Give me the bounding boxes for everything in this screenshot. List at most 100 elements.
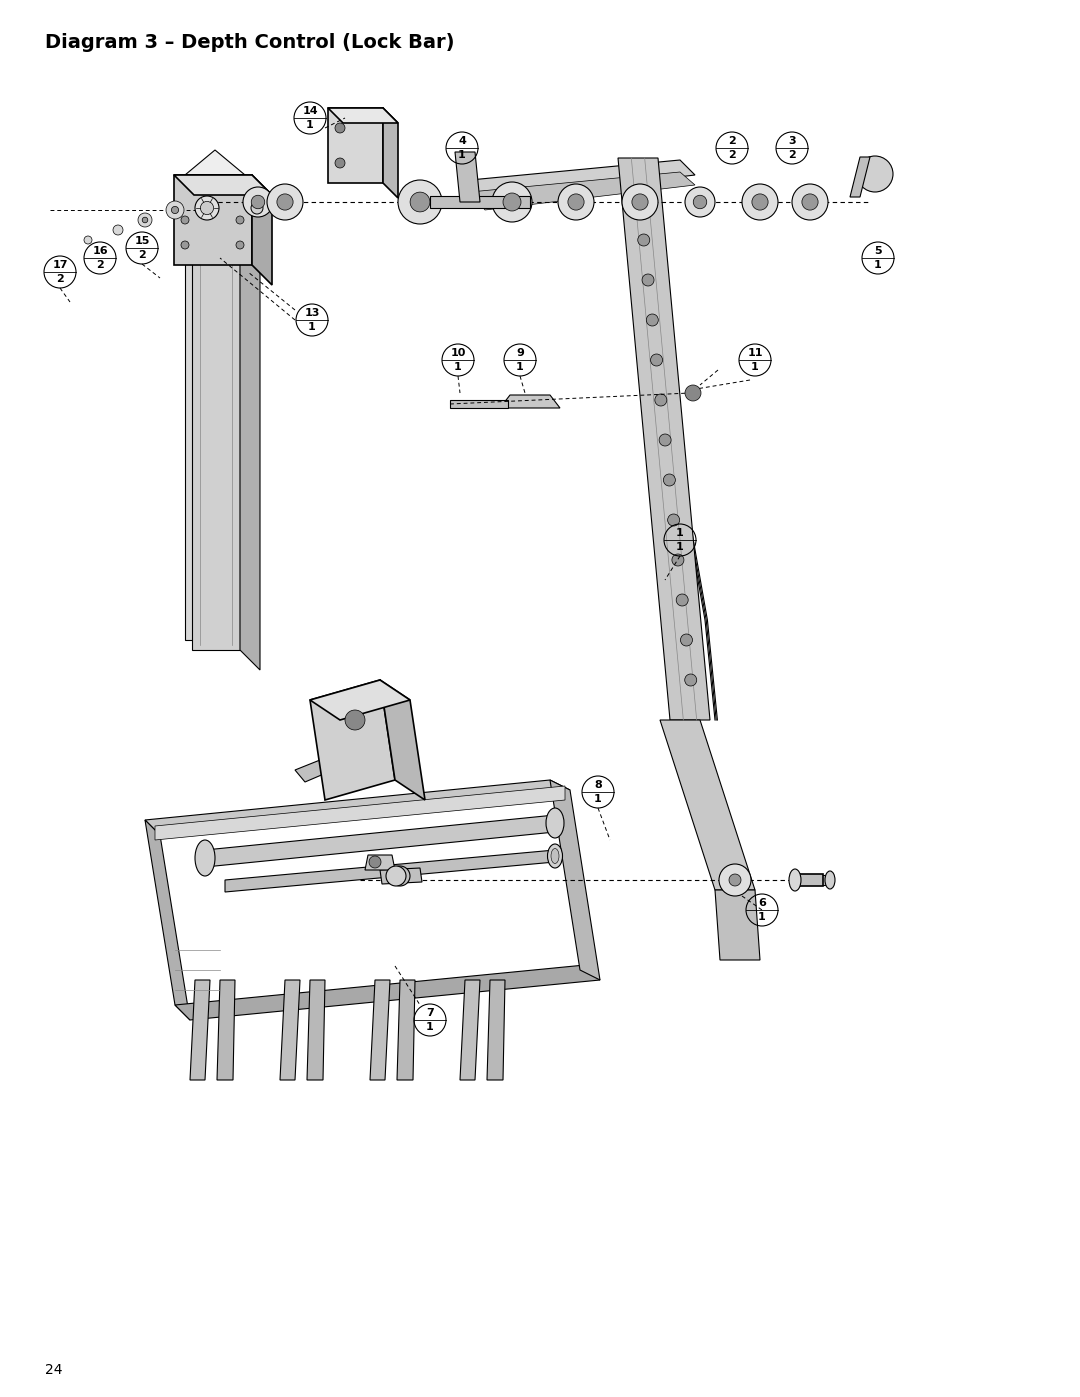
Circle shape <box>622 184 658 219</box>
Text: 1: 1 <box>308 323 315 332</box>
Polygon shape <box>793 875 823 886</box>
Polygon shape <box>430 196 530 208</box>
Circle shape <box>166 201 184 219</box>
Text: 1: 1 <box>516 362 524 372</box>
Polygon shape <box>328 108 383 183</box>
Circle shape <box>492 182 532 222</box>
Circle shape <box>558 184 594 219</box>
Text: 1: 1 <box>427 1023 434 1032</box>
Polygon shape <box>175 965 600 1020</box>
Polygon shape <box>192 175 240 650</box>
Polygon shape <box>240 175 260 671</box>
Circle shape <box>752 194 768 210</box>
Circle shape <box>801 194 819 210</box>
Polygon shape <box>383 108 399 198</box>
Polygon shape <box>460 981 480 1080</box>
Circle shape <box>685 386 701 401</box>
Circle shape <box>113 225 123 235</box>
Text: 1: 1 <box>454 362 462 372</box>
Circle shape <box>251 203 264 214</box>
Circle shape <box>646 314 659 326</box>
Circle shape <box>138 212 152 226</box>
Circle shape <box>267 184 303 219</box>
Text: 3: 3 <box>788 136 796 145</box>
Text: 2: 2 <box>138 250 146 260</box>
Circle shape <box>659 434 671 446</box>
Circle shape <box>201 201 214 215</box>
Polygon shape <box>800 875 831 886</box>
Text: 10: 10 <box>450 348 465 358</box>
Polygon shape <box>328 108 399 123</box>
Text: 1: 1 <box>874 260 882 270</box>
Circle shape <box>410 193 430 212</box>
Circle shape <box>237 217 244 224</box>
Circle shape <box>276 194 293 210</box>
Text: 2: 2 <box>788 151 796 161</box>
Polygon shape <box>185 149 245 175</box>
Text: 1: 1 <box>306 120 314 130</box>
Polygon shape <box>205 814 555 868</box>
Polygon shape <box>365 855 395 870</box>
Text: 4: 4 <box>458 136 465 145</box>
Circle shape <box>680 634 692 645</box>
Circle shape <box>172 207 178 214</box>
Text: 6: 6 <box>758 898 766 908</box>
Circle shape <box>84 236 92 244</box>
Circle shape <box>335 123 345 133</box>
Circle shape <box>693 196 706 208</box>
Circle shape <box>719 863 751 895</box>
Polygon shape <box>380 680 426 800</box>
Circle shape <box>729 875 741 886</box>
Circle shape <box>858 156 893 191</box>
Polygon shape <box>280 981 300 1080</box>
Circle shape <box>503 193 521 211</box>
Polygon shape <box>217 981 235 1080</box>
Text: 1: 1 <box>458 151 465 161</box>
Polygon shape <box>145 820 190 1020</box>
Polygon shape <box>185 175 215 640</box>
Circle shape <box>345 710 365 731</box>
Polygon shape <box>225 849 555 893</box>
Circle shape <box>243 187 273 217</box>
Circle shape <box>390 866 410 886</box>
Circle shape <box>638 235 650 246</box>
Circle shape <box>181 217 189 224</box>
Circle shape <box>252 196 265 208</box>
Text: 5: 5 <box>874 246 881 256</box>
Polygon shape <box>174 175 272 196</box>
Circle shape <box>386 866 406 886</box>
Polygon shape <box>310 680 395 800</box>
Circle shape <box>568 194 584 210</box>
Text: 1: 1 <box>594 795 602 805</box>
Circle shape <box>676 594 688 606</box>
Circle shape <box>335 158 345 168</box>
Polygon shape <box>470 161 696 200</box>
Text: Diagram 3 – Depth Control (Lock Bar): Diagram 3 – Depth Control (Lock Bar) <box>45 32 455 52</box>
Circle shape <box>792 184 828 219</box>
Circle shape <box>685 187 715 217</box>
Circle shape <box>237 242 244 249</box>
Text: 11: 11 <box>747 348 762 358</box>
Polygon shape <box>307 981 325 1080</box>
Ellipse shape <box>546 807 564 838</box>
Circle shape <box>667 514 679 527</box>
Polygon shape <box>850 156 870 197</box>
Circle shape <box>642 274 654 286</box>
Text: 1: 1 <box>751 362 759 372</box>
Circle shape <box>634 194 646 205</box>
Text: 1: 1 <box>676 528 684 538</box>
Ellipse shape <box>551 848 559 863</box>
Polygon shape <box>380 868 422 884</box>
Text: 15: 15 <box>134 236 150 246</box>
Ellipse shape <box>195 840 215 876</box>
Polygon shape <box>215 175 245 640</box>
Circle shape <box>143 217 148 222</box>
Circle shape <box>399 180 442 224</box>
Text: 13: 13 <box>305 307 320 317</box>
Circle shape <box>654 394 666 407</box>
Circle shape <box>742 184 778 219</box>
Polygon shape <box>310 680 410 719</box>
Polygon shape <box>455 152 480 203</box>
Polygon shape <box>470 172 696 210</box>
Text: 17: 17 <box>52 260 68 270</box>
